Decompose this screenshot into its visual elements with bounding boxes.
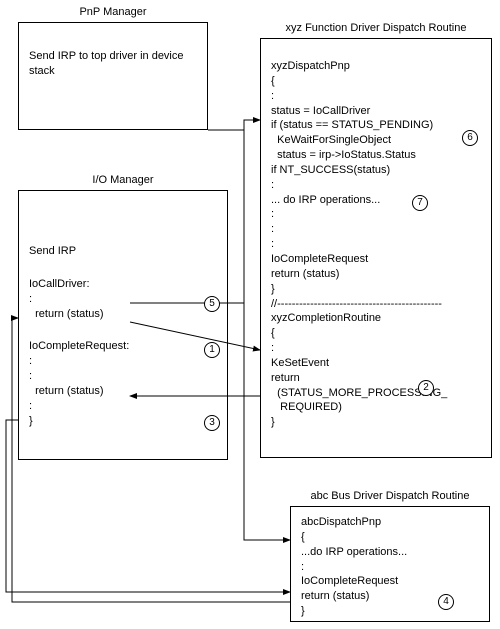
- marker-6: 6: [462, 130, 478, 146]
- f8: :: [271, 178, 481, 193]
- io-title: I/O Manager: [18, 174, 228, 186]
- f23: REQUIRED): [271, 400, 481, 415]
- f13: IoCompleteRequest: [271, 252, 481, 267]
- io-box: Send IRP IoCallDriver: : return (status)…: [18, 190, 228, 460]
- io-l2: IoCallDriver:: [29, 277, 217, 292]
- io-l7: :: [29, 354, 217, 369]
- bus-box: abcDispatchPnp { ...do IRP operations...…: [290, 506, 490, 622]
- f9: ... do IRP operations...: [271, 193, 481, 208]
- f20: KeSetEvent: [271, 356, 481, 371]
- func-title: xyz Function Driver Dispatch Routine: [260, 22, 492, 34]
- marker-1: 1: [204, 342, 220, 358]
- f6: status = irp->IoStatus.Status: [271, 148, 481, 163]
- io-l8: :: [29, 369, 217, 384]
- f12: :: [271, 237, 481, 252]
- io-l11: }: [29, 414, 217, 429]
- b2: ...do IRP operations...: [301, 545, 479, 560]
- io-l6: IoCompleteRequest:: [29, 339, 217, 354]
- io-l10: :: [29, 399, 217, 414]
- f14: return (status): [271, 267, 481, 282]
- pnp-title: PnP Manager: [18, 6, 208, 18]
- b4: IoCompleteRequest: [301, 574, 479, 589]
- io-l9: return (status): [29, 384, 217, 399]
- b1: {: [301, 530, 479, 545]
- io-l4: return (status): [29, 307, 217, 322]
- marker-5: 5: [204, 296, 220, 312]
- b0: abcDispatchPnp: [301, 515, 479, 530]
- f7: if NT_SUCCESS(status): [271, 163, 481, 178]
- marker-2: 2: [418, 380, 434, 396]
- f5: KeWaitForSingleObject: [271, 133, 481, 148]
- f21: return: [271, 371, 481, 386]
- marker-7: 7: [412, 195, 428, 211]
- pnp-box: Send IRP to top driver in device stack: [18, 22, 208, 130]
- io-l0: Send IRP: [29, 244, 217, 259]
- f4: if (status == STATUS_PENDING): [271, 118, 481, 133]
- f24: }: [271, 415, 481, 430]
- f18: {: [271, 326, 481, 341]
- f0: xyzDispatchPnp: [271, 59, 481, 74]
- f10: :: [271, 207, 481, 222]
- f17: xyzCompletionRoutine: [271, 311, 481, 326]
- b3: :: [301, 560, 479, 575]
- f11: :: [271, 222, 481, 237]
- marker-3: 3: [204, 415, 220, 431]
- f1: {: [271, 74, 481, 89]
- f19: :: [271, 341, 481, 356]
- pnp-text: Send IRP to top driver in device stack: [29, 49, 197, 79]
- io-l3: :: [29, 292, 217, 307]
- f15: }: [271, 282, 481, 297]
- f2: :: [271, 89, 481, 104]
- f3: status = IoCallDriver: [271, 104, 481, 119]
- bus-title: abc Bus Driver Dispatch Routine: [290, 490, 490, 502]
- f16: //--------------------------------------…: [271, 297, 481, 312]
- marker-4: 4: [438, 594, 454, 610]
- func-box: xyzDispatchPnp { : status = IoCallDriver…: [260, 38, 492, 458]
- f22: (STATUS_MORE_PROCESSING_: [271, 386, 481, 401]
